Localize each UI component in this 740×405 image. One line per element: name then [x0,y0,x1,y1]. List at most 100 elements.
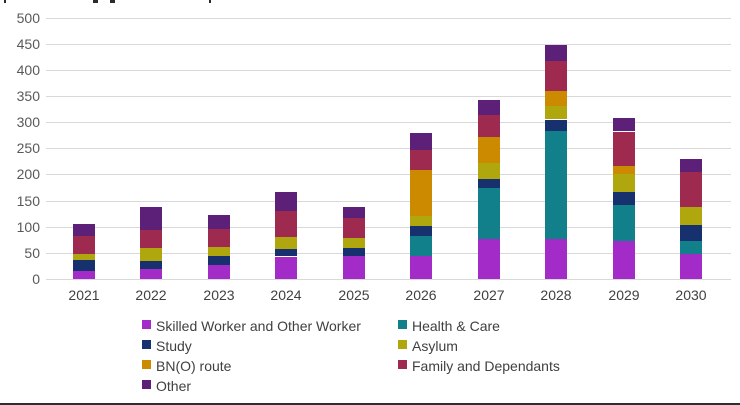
gridline [46,227,731,228]
bar-segment [73,260,95,271]
bar-segment [275,237,297,249]
bar-2022 [140,0,162,279]
bar-segment [275,248,297,257]
legend-item: BN(O) route [142,357,231,375]
legend-label: Other [156,377,192,394]
bar-2021 [73,0,95,279]
bar-segment [613,166,635,175]
y-axis-tick-label: 400 [16,62,40,78]
bar-segment [613,174,635,193]
bar-segment [545,131,567,239]
bar-segment [478,115,500,138]
x-axis-label: 2021 [68,287,100,303]
bar-segment [613,192,635,206]
legend-swatch [398,340,407,350]
y-axis-tick-label: 100 [16,219,40,235]
gridline [46,122,731,123]
bar-segment [680,253,702,279]
bar-segment [140,248,162,262]
bar-segment [410,226,432,236]
y-axis-tick-label: 300 [16,114,40,130]
legend-swatch [142,380,151,390]
bar-segment [73,224,95,237]
legend-item: Study [142,337,192,355]
bar-segment [73,270,95,279]
bar-segment [478,179,500,188]
bar-segment [613,131,635,166]
bar-segment [140,229,162,249]
bar-segment [478,137,500,164]
y-axis-tick-label: 200 [16,166,40,182]
bar-segment [343,248,365,256]
legend-item: Asylum [398,337,458,355]
bar-segment [478,163,500,180]
bar-2025 [343,0,365,279]
bar-2029 [613,0,635,279]
x-axis-label: 2027 [473,287,505,303]
bar-segment [140,261,162,269]
bar-segment [343,237,365,249]
bar-segment [410,169,432,217]
y-axis-tick-label: 150 [16,193,40,209]
bar-segment [208,246,230,256]
legend-swatch [142,320,151,330]
legend-label: Health & Care [412,317,500,334]
bar-segment [73,254,95,261]
bar-2026 [410,0,432,279]
bar-segment [410,216,432,227]
y-axis-tick-label: 0 [32,271,40,287]
gridline [46,70,731,71]
bar-segment [545,91,567,107]
bar-segment [343,206,365,219]
bar-segment [680,240,702,254]
bar-2028 [545,0,567,279]
x-axis-label: 2028 [540,287,572,303]
bar-2023 [208,0,230,279]
bar-segment [478,188,500,239]
x-axis-label: 2029 [608,287,640,303]
x-axis-label: 2030 [675,287,707,303]
legend-label: Asylum [412,337,458,354]
bar-segment [410,256,432,279]
bar-2024 [275,0,297,279]
bar-segment [613,117,635,132]
bar-segment [478,238,500,279]
gridline [46,201,731,202]
bar-segment [545,238,567,279]
clipped-title-fragment [110,0,115,3]
bar-segment [545,119,567,131]
y-axis-tick-label: 450 [16,36,40,52]
bar-segment [680,225,702,241]
bar-segment [275,211,297,238]
bar-segment [208,229,230,247]
legend-label: Skilled Worker and Other Worker [156,317,361,334]
x-axis-label: 2022 [135,287,167,303]
bar-segment [680,171,702,207]
bar-2027 [478,0,500,279]
gridline [46,148,731,149]
bar-segment [545,45,567,62]
bar-segment [680,206,702,226]
bar-segment [410,132,432,151]
bar-segment [275,256,297,279]
x-axis-label: 2026 [405,287,437,303]
bar-segment [275,192,297,211]
bar-2030 [680,0,702,279]
y-axis-tick-label: 350 [16,88,40,104]
bottom-edge-line [0,403,740,405]
bar-segment [140,206,162,230]
bar-segment [140,269,162,279]
x-axis-label: 2025 [338,287,370,303]
legend-label: BN(O) route [156,357,232,374]
bar-segment [208,214,230,230]
legend-swatch [398,360,407,370]
bar-segment [343,218,365,238]
legend-label: Study [156,337,192,354]
bar-segment [478,100,500,116]
bar-segment [410,150,432,170]
clipped-title-fragment [93,0,98,3]
legend-label: Family and Dependants [412,357,560,374]
bar-segment [208,256,230,265]
x-axis-label: 2023 [203,287,235,303]
